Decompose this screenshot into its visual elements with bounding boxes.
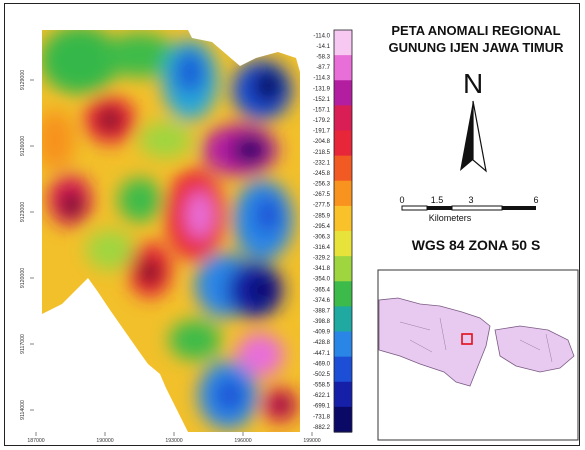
legend-value: -699.1 bbox=[313, 404, 331, 410]
legend-value: -374.6 bbox=[313, 298, 331, 304]
legend-value: -329.2 bbox=[313, 256, 331, 262]
legend-value: -58.3 bbox=[316, 55, 330, 61]
y-tick-label: 9126000 bbox=[20, 136, 26, 156]
x-tick-label: 199000 bbox=[303, 438, 320, 444]
legend-value: -218.5 bbox=[313, 150, 331, 156]
scale-unit: Kilometers bbox=[429, 213, 472, 223]
legend-value: -152.1 bbox=[313, 97, 331, 103]
legend-swatch bbox=[334, 356, 352, 383]
legend-value: -306.3 bbox=[313, 234, 331, 240]
legend-swatch bbox=[334, 406, 352, 433]
legend-value: -131.9 bbox=[313, 86, 331, 92]
legend-value: -428.8 bbox=[313, 340, 331, 346]
x-axis-ticks: 187000 190000 193000 196000 199000 bbox=[27, 432, 321, 444]
legend-swatch bbox=[334, 256, 352, 282]
scale-tick-3: 6 bbox=[533, 195, 538, 205]
legend-swatch bbox=[334, 281, 352, 307]
legend-value: -388.7 bbox=[313, 308, 331, 314]
legend-value: -316.4 bbox=[313, 245, 331, 251]
legend-swatch bbox=[334, 105, 352, 132]
legend-swatch bbox=[334, 30, 352, 56]
legend-swatch bbox=[334, 80, 352, 106]
legend-value: -341.8 bbox=[313, 266, 331, 272]
x-tick-label: 187000 bbox=[27, 438, 44, 444]
legend-value: -398.8 bbox=[313, 319, 331, 325]
y-tick-label: 9120000 bbox=[20, 268, 26, 288]
legend-value: -409.9 bbox=[313, 330, 331, 336]
legend-value: -232.1 bbox=[313, 160, 331, 166]
legend-swatch bbox=[334, 381, 352, 408]
legend-value: -731.8 bbox=[313, 414, 331, 420]
legend-value: -191.7 bbox=[313, 129, 331, 135]
title-line-2: GUNUNG IJEN JAWA TIMUR bbox=[388, 40, 564, 55]
legend-swatch bbox=[334, 205, 352, 232]
legend-labels: -114.0 -14.1 -58.3 -87.7 -114.3 -131.9 -152.1 -… bbox=[313, 33, 331, 430]
scale-tick-0: 0 bbox=[399, 195, 404, 205]
legend-value: -354.0 bbox=[313, 277, 331, 283]
legend-value: -502.5 bbox=[313, 372, 331, 378]
legend-swatch bbox=[334, 306, 352, 333]
legend-value: -114.0 bbox=[313, 33, 330, 39]
x-tick-label: 193000 bbox=[165, 438, 182, 444]
north-letter: N bbox=[463, 68, 484, 99]
legend-swatch bbox=[334, 155, 352, 182]
anomaly-raster bbox=[42, 30, 300, 432]
legend-value: -179.2 bbox=[313, 118, 331, 124]
legend-value: -157.1 bbox=[313, 107, 331, 113]
legend-value: -558.5 bbox=[313, 383, 331, 389]
legend-swatch bbox=[334, 180, 352, 207]
scale-tick-1: 1.5 bbox=[431, 195, 444, 205]
legend-value: -295.4 bbox=[313, 224, 331, 230]
legend-value: -277.5 bbox=[313, 203, 331, 209]
y-tick-label: 9117000 bbox=[20, 334, 26, 354]
legend-value: -447.1 bbox=[313, 351, 331, 357]
legend-value: -365.4 bbox=[313, 287, 331, 293]
legend-value: -245.8 bbox=[313, 171, 331, 177]
x-tick-label: 190000 bbox=[96, 438, 113, 444]
north-arrow-icon bbox=[460, 100, 487, 173]
legend-swatch bbox=[334, 231, 352, 257]
legend-value: -204.8 bbox=[313, 139, 331, 145]
legend-value: -14.1 bbox=[316, 44, 330, 50]
scale-bar: 0 1.5 3 6 Kilometers bbox=[399, 195, 538, 223]
x-tick-label: 196000 bbox=[234, 438, 251, 444]
y-axis-ticks: 9114000 9117000 9120000 9123000 9126000 91290… bbox=[20, 70, 34, 420]
y-tick-label: 9114000 bbox=[20, 400, 26, 420]
legend-value: -256.3 bbox=[313, 182, 331, 188]
legend-value: -882.2 bbox=[313, 425, 331, 431]
legend-value: -622.1 bbox=[313, 393, 331, 399]
title-line-1: PETA ANOMALI REGIONAL bbox=[391, 23, 561, 38]
legend-swatch bbox=[334, 331, 352, 358]
coordinate-datum: WGS 84 ZONA 50 S bbox=[411, 237, 541, 253]
legend-value: -114.3 bbox=[313, 76, 330, 82]
scale-tick-2: 3 bbox=[468, 195, 473, 205]
legend-swatch bbox=[334, 130, 352, 157]
legend-value: -87.7 bbox=[316, 65, 330, 71]
map-title: PETA ANOMALI REGIONAL GUNUNG IJEN JAWA T… bbox=[372, 22, 580, 56]
y-tick-label: 9123000 bbox=[20, 202, 26, 222]
legend-value: -267.5 bbox=[313, 192, 331, 198]
legend-value: -285.9 bbox=[313, 213, 331, 219]
y-tick-label: 9129000 bbox=[20, 70, 26, 90]
locator-map-icon bbox=[377, 269, 579, 441]
legend-swatch bbox=[334, 55, 352, 81]
legend-color-bar bbox=[333, 29, 353, 433]
legend-value: -469.0 bbox=[313, 361, 331, 367]
